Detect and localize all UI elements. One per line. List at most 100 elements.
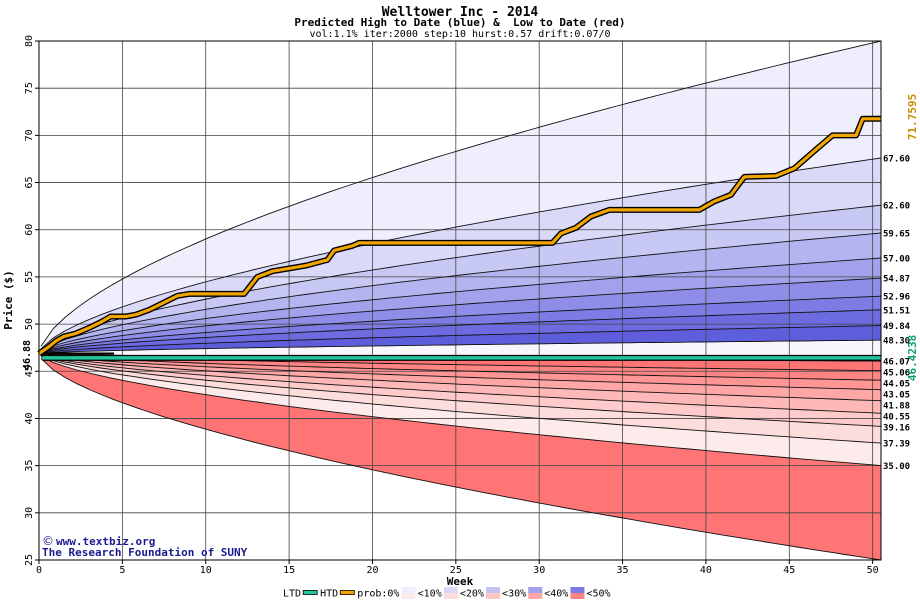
legend-bin-swatch-red bbox=[486, 593, 501, 599]
chart-subtitle: Predicted High to Date (blue) & Low to D… bbox=[294, 16, 625, 29]
x-axis-label: Week bbox=[447, 575, 474, 588]
x-tick-label: 5 bbox=[119, 565, 125, 576]
legend-bin-label: <20% bbox=[460, 589, 484, 600]
y-tick-label: 40 bbox=[24, 412, 35, 424]
blue-band bbox=[41, 325, 881, 354]
blue-band bbox=[41, 258, 881, 352]
legend-bin-label: <50% bbox=[586, 589, 610, 600]
legend-bin-swatch-red bbox=[443, 593, 458, 599]
legend: LTD HTD prob:0% <10% <20% <30% <40% <50% bbox=[283, 587, 611, 600]
footer-site: www.textbiz.org bbox=[56, 535, 155, 548]
right-value-label: 59.65 bbox=[883, 230, 910, 240]
band-boundary bbox=[40, 325, 882, 354]
y-tick-label: 65 bbox=[24, 177, 35, 189]
x-tick-label: 20 bbox=[366, 565, 378, 576]
footer-org: The Research Foundation of SUNY bbox=[42, 546, 248, 559]
chart-params: vol:1.1% iter:2000 step:10 hurst:0.57 dr… bbox=[309, 29, 610, 40]
right-value-label: 37.39 bbox=[883, 440, 910, 450]
x-tick-label: 35 bbox=[617, 565, 629, 576]
blue-band bbox=[41, 278, 881, 353]
y-tick-label: 55 bbox=[24, 271, 35, 283]
legend-bin-swatch-red bbox=[401, 593, 416, 599]
right-value-label: 44.05 bbox=[883, 380, 910, 390]
red-band bbox=[41, 355, 881, 466]
legend-ltd-label: LTD bbox=[283, 589, 301, 600]
red-band bbox=[41, 354, 881, 390]
band-boundary bbox=[40, 353, 882, 391]
band-boundary bbox=[40, 353, 882, 381]
y-tick-label: 75 bbox=[24, 82, 35, 94]
y-tick-label: 45 bbox=[24, 365, 35, 377]
y-tick-label: 35 bbox=[24, 460, 35, 472]
red-band bbox=[41, 354, 881, 414]
right-value-label: 48.30 bbox=[883, 337, 910, 347]
band-boundary bbox=[40, 339, 882, 354]
x-tick-label: 15 bbox=[283, 565, 295, 576]
right-value-label: 39.16 bbox=[883, 424, 910, 434]
plot-frame bbox=[38, 40, 882, 561]
y-tick-label: 50 bbox=[24, 318, 35, 330]
right-value-label: 54.87 bbox=[883, 275, 910, 285]
band-boundary bbox=[40, 204, 882, 351]
htd-line bbox=[38, 117, 881, 355]
band-boundary bbox=[40, 295, 882, 353]
right-value-label: 49.84 bbox=[883, 322, 911, 332]
y-tick-label: 60 bbox=[24, 224, 35, 236]
blue-band bbox=[41, 233, 881, 352]
legend-ltd-swatch bbox=[302, 590, 318, 595]
band-boundary bbox=[40, 354, 882, 427]
x-tick-label: 0 bbox=[36, 565, 42, 576]
legend-bin-label: <30% bbox=[502, 589, 526, 600]
legend-bin-swatch-blue bbox=[443, 587, 458, 593]
right-value-label: 52.96 bbox=[883, 293, 910, 303]
legend-bin-label: <40% bbox=[544, 589, 568, 600]
legend-htd-swatch bbox=[339, 590, 355, 595]
x-tick-label: 10 bbox=[200, 565, 212, 576]
legend-bin-swatch-blue bbox=[528, 587, 543, 593]
y-tick-label: 80 bbox=[24, 35, 35, 47]
red-band bbox=[41, 356, 881, 560]
band-boundary bbox=[40, 355, 882, 467]
right-value-label: 46.07 bbox=[883, 358, 910, 368]
blue-band bbox=[41, 205, 881, 351]
band-boundary bbox=[40, 40, 882, 347]
band-boundary bbox=[40, 277, 882, 353]
axes: 0 5 10 15 20 25 30 35 40 45 50 25 30 35 40 45 50 55 60 65 70… bbox=[24, 35, 882, 576]
x-tick-label: 50 bbox=[867, 565, 879, 576]
blue-band bbox=[41, 41, 881, 349]
y-tick-label: 25 bbox=[24, 554, 35, 566]
red-band bbox=[41, 354, 881, 427]
y-tick-label: 70 bbox=[24, 129, 35, 141]
copyright-symbol: © bbox=[42, 534, 54, 548]
ltd-value-label: 46.4238 bbox=[906, 335, 919, 381]
right-value-label: 41.88 bbox=[883, 402, 910, 412]
x-tick-label: 25 bbox=[450, 565, 462, 576]
legend-bin-swatch-blue bbox=[486, 587, 501, 593]
band-boundary bbox=[40, 354, 882, 402]
band-boundary bbox=[40, 309, 882, 353]
y-axis-label: Price ($) bbox=[2, 270, 15, 330]
right-value-label: 45.06 bbox=[883, 369, 910, 379]
red-band bbox=[41, 355, 881, 444]
band-boundary bbox=[40, 354, 882, 414]
series-layer bbox=[37, 115, 881, 361]
start-price-label: 46.88 bbox=[22, 340, 33, 370]
legend-bin-swatch-red bbox=[570, 593, 585, 599]
right-value-label: 40.55 bbox=[883, 413, 910, 423]
band-boundary bbox=[40, 355, 882, 444]
htd-value-label: 71.7595 bbox=[906, 94, 919, 140]
red-band bbox=[41, 353, 881, 381]
x-tick-label: 45 bbox=[783, 565, 795, 576]
right-value-label: 67.60 bbox=[883, 155, 910, 165]
band-boundary bbox=[40, 358, 882, 561]
right-value-labels: 67.60 62.60 59.65 57.00 54.87 52.96 51.51 49.84… bbox=[883, 155, 911, 473]
right-value-label: 43.05 bbox=[883, 391, 910, 401]
x-tick-label: 30 bbox=[533, 565, 545, 576]
legend-bin-swatch-blue bbox=[401, 587, 416, 593]
right-value-label: 35.00 bbox=[883, 462, 910, 472]
right-value-label: 62.60 bbox=[883, 202, 910, 212]
blue-band bbox=[41, 309, 881, 353]
blue-band bbox=[41, 158, 881, 350]
x-tick-label: 40 bbox=[700, 565, 712, 576]
